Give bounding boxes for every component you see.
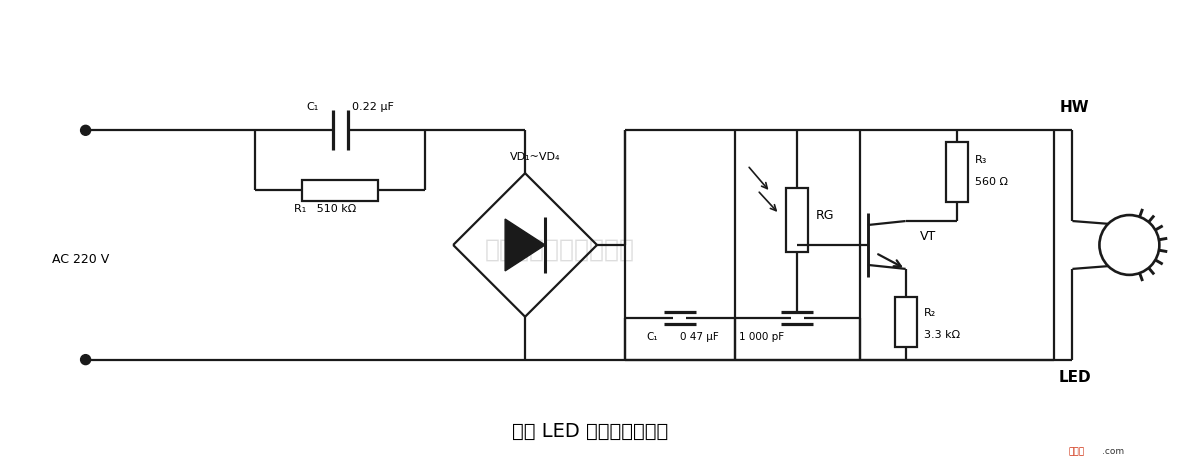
Text: R₁   510 kΩ: R₁ 510 kΩ [294, 204, 356, 214]
Bar [302, 180, 378, 201]
Circle shape [80, 355, 90, 365]
Text: R₃: R₃ [976, 155, 988, 165]
Bar [895, 297, 917, 347]
Bar [786, 188, 809, 252]
Text: 3.3 kΩ: 3.3 kΩ [924, 329, 960, 340]
Text: .com: .com [1103, 447, 1124, 456]
Text: R₂: R₂ [924, 308, 936, 318]
Text: 0.22 μF: 0.22 μF [353, 102, 394, 112]
Bar [946, 142, 968, 202]
Text: RG: RG [815, 209, 834, 221]
Text: 接线图: 接线图 [1068, 447, 1085, 456]
Circle shape [80, 125, 90, 135]
Text: C₁: C₁ [646, 332, 658, 342]
Polygon shape [505, 219, 545, 271]
Text: 1 000 pF: 1 000 pF [739, 332, 784, 342]
Text: HW: HW [1060, 101, 1090, 115]
Text: AC 220 V: AC 220 V [52, 253, 109, 266]
Text: 杭州将睿科技有限公司: 杭州将睿科技有限公司 [485, 238, 635, 262]
Text: VT: VT [919, 230, 936, 243]
Text: 0 47 μF: 0 47 μF [680, 332, 719, 342]
Text: 鱼塘 LED 捕蛾灯电路原理: 鱼塘 LED 捕蛾灯电路原理 [512, 422, 668, 441]
Text: C₁: C₁ [306, 102, 318, 112]
Text: VD₁~VD₄: VD₁~VD₄ [510, 152, 560, 162]
Text: LED: LED [1058, 369, 1091, 384]
Text: 560 Ω: 560 Ω [976, 177, 1008, 187]
